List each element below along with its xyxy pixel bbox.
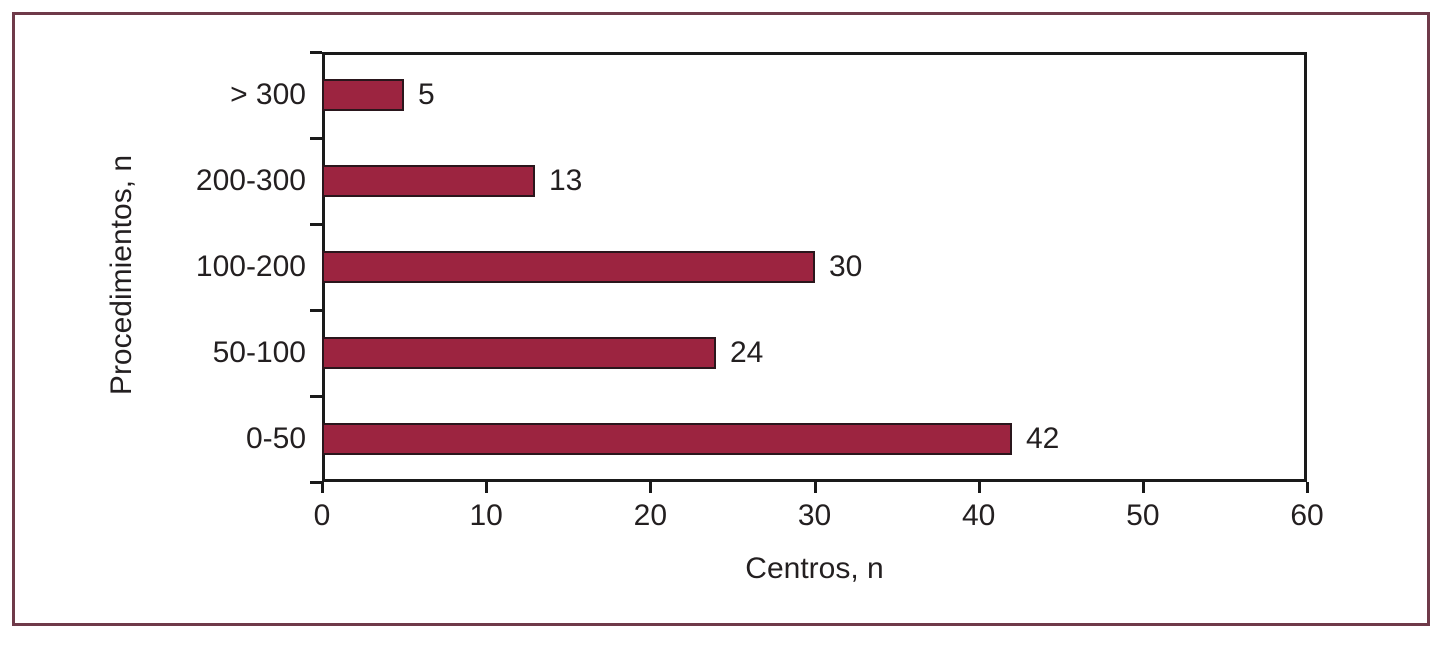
x-axis-tick-label: 30 [797, 499, 832, 532]
x-axis-tick-label: 60 [1290, 499, 1324, 532]
y-axis-title: Procedimientos, n [105, 154, 138, 396]
figure-border [12, 12, 1430, 626]
category-label: 100-200 [195, 250, 306, 283]
bar [322, 423, 1012, 455]
bar-value-label: 13 [549, 164, 583, 197]
y-axis-tick [310, 395, 322, 398]
x-axis-tick-label: 0 [313, 499, 331, 532]
bar [322, 251, 815, 283]
y-axis-tick [310, 309, 322, 312]
x-axis-title: Centros, n [745, 552, 884, 585]
bar-value-label: 24 [730, 336, 764, 369]
x-axis-tick [649, 482, 653, 493]
x-axis-tick-label: 20 [633, 499, 668, 532]
category-label: 200-300 [195, 164, 306, 197]
y-axis-tick [310, 137, 322, 140]
category-label: 50-100 [212, 336, 306, 369]
x-axis-tick-label: 40 [961, 499, 996, 532]
bar [322, 337, 716, 369]
x-axis-tick [485, 482, 489, 493]
bar-value-label: 5 [418, 78, 435, 111]
bar-value-label: 42 [1026, 422, 1060, 455]
bar [322, 79, 404, 111]
x-axis-tick [1141, 482, 1145, 493]
bar-value-label: 30 [829, 250, 863, 283]
x-axis-tick [321, 482, 324, 493]
bar [322, 165, 535, 197]
x-axis-tick [1306, 482, 1309, 493]
category-label: > 300 [230, 78, 306, 111]
y-axis-tick [310, 51, 322, 54]
y-axis-tick [310, 223, 322, 226]
y-axis-tick [310, 481, 322, 484]
x-axis-tick [977, 482, 981, 493]
x-axis-tick-label: 10 [469, 499, 503, 532]
x-axis-tick [813, 482, 817, 493]
x-axis-tick-label: 50 [1126, 499, 1160, 532]
category-label: 0-50 [245, 422, 306, 455]
